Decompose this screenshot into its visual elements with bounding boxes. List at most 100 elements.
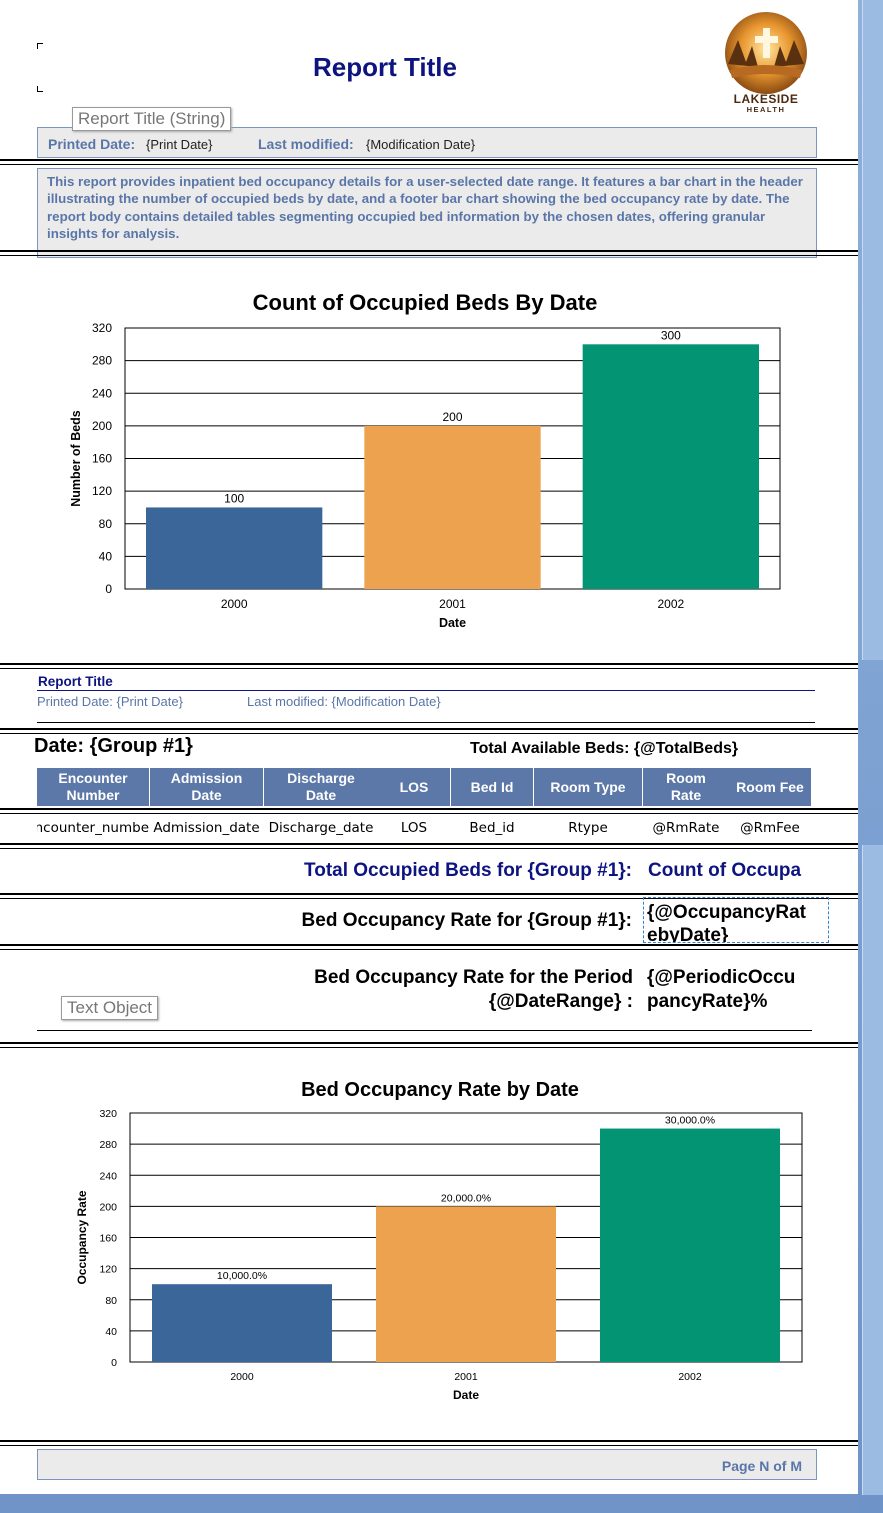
section-divider (0, 250, 858, 252)
periodic-occupancy-rate-line1: {@PeriodicOccu (647, 967, 796, 988)
occupancy-rate-field-selected[interactable]: {@OccupancyRat ebyDate} (643, 897, 829, 943)
period-occupancy-label-line1: Bed Occupancy Rate for the Period (314, 967, 633, 988)
table-cell[interactable]: LOS (400, 820, 428, 836)
section-divider (0, 893, 858, 895)
section-divider (0, 944, 858, 946)
section-divider (0, 1440, 858, 1442)
table-cell[interactable]: Discharge_date (268, 820, 374, 836)
total-occupied-beds-value[interactable]: Count of Occupa (648, 860, 802, 881)
report-description-box[interactable]: This report provides inpatient bed occup… (37, 168, 817, 258)
occupancy-rate-value-line2: ebyDate} (647, 925, 729, 943)
section-divider (0, 1047, 858, 1048)
data-label: 200 (442, 410, 462, 424)
report-title[interactable]: Report Title (313, 52, 457, 82)
report-footer-rule (37, 1030, 812, 1031)
scrollbar-thumb-lower[interactable] (862, 845, 883, 1495)
table-cell[interactable]: Bed_id (469, 820, 515, 836)
bar (582, 344, 759, 589)
y-tick-label: 40 (99, 549, 113, 563)
scrollbar-thumb-upper[interactable] (862, 0, 883, 660)
column-header-text: Admission (170, 770, 243, 786)
object-corner-marker (37, 43, 43, 49)
column-header[interactable]: LOS (378, 768, 450, 806)
y-axis-label: Occupancy Rate (75, 1190, 89, 1284)
column-header-text: Number (66, 787, 120, 803)
column-header[interactable]: Room Rate (643, 768, 729, 806)
column-header[interactable]: Discharge Date (264, 768, 378, 806)
period-occupancy-label[interactable]: Bed Occupancy Rate for the Period {@Date… (0, 966, 633, 1014)
column-header[interactable]: Bed Id (451, 768, 533, 806)
column-header[interactable]: Room Fee (729, 768, 811, 806)
column-header-label: Encounter Number (58, 770, 127, 804)
y-tick-label: 80 (105, 1295, 117, 1307)
bar (600, 1128, 780, 1362)
column-header-label: Discharge Date (287, 770, 355, 804)
table-cell[interactable]: @RmRate (652, 820, 720, 836)
logo-name: LAKESIDE (733, 92, 799, 106)
y-tick-label: 240 (92, 386, 112, 400)
bed-occupancy-rate-label[interactable]: Bed Occupancy Rate for {Group #1}: (301, 910, 632, 931)
column-header[interactable]: Room Type (534, 768, 642, 806)
bar (146, 507, 323, 589)
text-object-tooltip: Text Object (61, 996, 159, 1020)
x-axis-label: Date (453, 1388, 479, 1402)
y-tick-label: 280 (99, 1139, 117, 1151)
y-tick-label: 200 (99, 1201, 117, 1213)
x-axis-label: Date (439, 616, 466, 630)
occupied-beds-chart[interactable]: Count of Occupied Beds By Date 0 40 80 120 16… (0, 280, 858, 650)
page-header-last-modified[interactable]: Last modified: {Modification Date} (247, 694, 441, 709)
section-divider (0, 728, 858, 730)
x-tick-label: 2000 (230, 1371, 254, 1383)
column-header[interactable]: Admission Date (150, 768, 263, 806)
column-header-text: Encounter (58, 770, 128, 786)
table-cell[interactable]: Encounter_numbe (37, 820, 149, 836)
modification-date-value[interactable]: {Modification Date} (366, 137, 476, 152)
section-divider (0, 949, 858, 950)
title-underline (37, 690, 815, 691)
data-label: 10,000.0% (217, 1270, 267, 1282)
column-header-label: Room Type (550, 779, 625, 796)
chart-title: Bed Occupancy Rate by Date (301, 1079, 579, 1101)
lakeside-health-logo: LAKESIDE HEALTH (722, 12, 810, 116)
y-tick-label: 320 (92, 321, 112, 335)
print-date-value[interactable]: {Print Date} (146, 137, 213, 152)
y-tick-label: 80 (99, 517, 113, 531)
periodic-occupancy-rate-line2: pancyRate}% (647, 991, 768, 1012)
page-footer-box: Page N of M (37, 1449, 817, 1480)
bar (376, 1206, 556, 1362)
printed-date-label: Printed Date: (48, 136, 136, 152)
occupancy-rate-value-line1: {@OccupancyRat (647, 902, 806, 923)
chart-title: Count of Occupied Beds By Date (253, 290, 598, 315)
section-divider (0, 159, 858, 161)
column-header[interactable]: Encounter Number (37, 768, 149, 806)
table-cell[interactable]: Admission_date (153, 820, 260, 836)
data-label: 20,000.0% (441, 1192, 491, 1204)
total-available-beds[interactable]: Total Available Beds: {@TotalBeds} (470, 740, 739, 757)
total-occupied-beds-label[interactable]: Total Occupied Beds for {Group #1}: (304, 860, 632, 881)
x-tick-label: 2001 (454, 1371, 478, 1383)
column-header-label: Room Fee (736, 779, 804, 796)
horizontal-scrollbar[interactable] (0, 1494, 858, 1513)
page-header-report-title[interactable]: Report Title (38, 674, 113, 689)
y-tick-label: 160 (99, 1233, 117, 1245)
column-header-text: Date (191, 787, 222, 803)
x-tick-label: 2000 (221, 597, 248, 611)
table-cell[interactable]: Rtype (568, 820, 608, 836)
section-divider (0, 898, 858, 899)
occupancy-rate-chart[interactable]: Bed Occupancy Rate by Date 0 40 80 120 160 200… (0, 1065, 858, 1415)
section-divider (0, 663, 858, 665)
column-header-text: Date (305, 787, 337, 803)
page-header-printed-date[interactable]: Printed Date: {Print Date} (37, 694, 183, 709)
column-header-text: Room Type (550, 778, 626, 795)
logo-subname: HEALTH (746, 105, 786, 114)
printed-date-box[interactable]: Printed Date: {Print Date} Last modified… (37, 127, 817, 158)
page-n-of-m[interactable]: Page N of M (721, 1458, 802, 1474)
column-header-label: Bed Id (471, 779, 514, 796)
y-tick-label: 280 (92, 354, 112, 368)
group-date-label[interactable]: Date: {Group #1} (34, 735, 193, 757)
x-tick-label: 2001 (439, 597, 466, 611)
periodic-occupancy-rate-value[interactable]: {@PeriodicOccu pancyRate}% (647, 966, 795, 1014)
table-cell[interactable]: @RmFee (740, 820, 800, 836)
bar (364, 425, 541, 589)
section-divider (0, 843, 858, 845)
